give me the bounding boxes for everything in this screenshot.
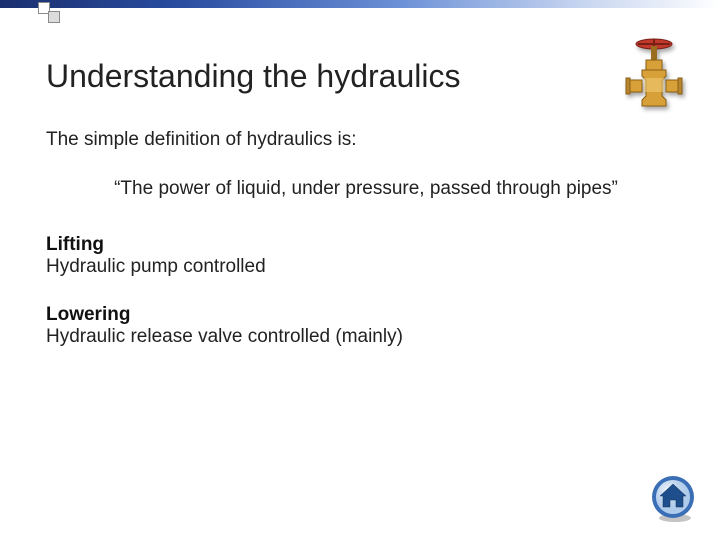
slide-title: Understanding the hydraulics <box>46 58 674 95</box>
definition-quote: “The power of liquid, under pressure, pa… <box>46 177 674 202</box>
intro-text: The simple definition of hydraulics is: <box>46 129 674 151</box>
home-button[interactable] <box>648 474 698 524</box>
section-heading: Lowering <box>46 304 674 326</box>
slide-content: Understanding the hydraulics The simple … <box>46 40 674 374</box>
section-lowering: Lowering Hydraulic release valve control… <box>46 304 674 348</box>
section-body: Hydraulic pump controlled <box>46 256 674 278</box>
section-lifting: Lifting Hydraulic pump controlled <box>46 234 674 278</box>
section-heading: Lifting <box>46 234 674 256</box>
header-accent-band <box>0 0 720 8</box>
section-body: Hydraulic release valve controlled (main… <box>46 326 674 348</box>
home-icon <box>648 474 698 524</box>
